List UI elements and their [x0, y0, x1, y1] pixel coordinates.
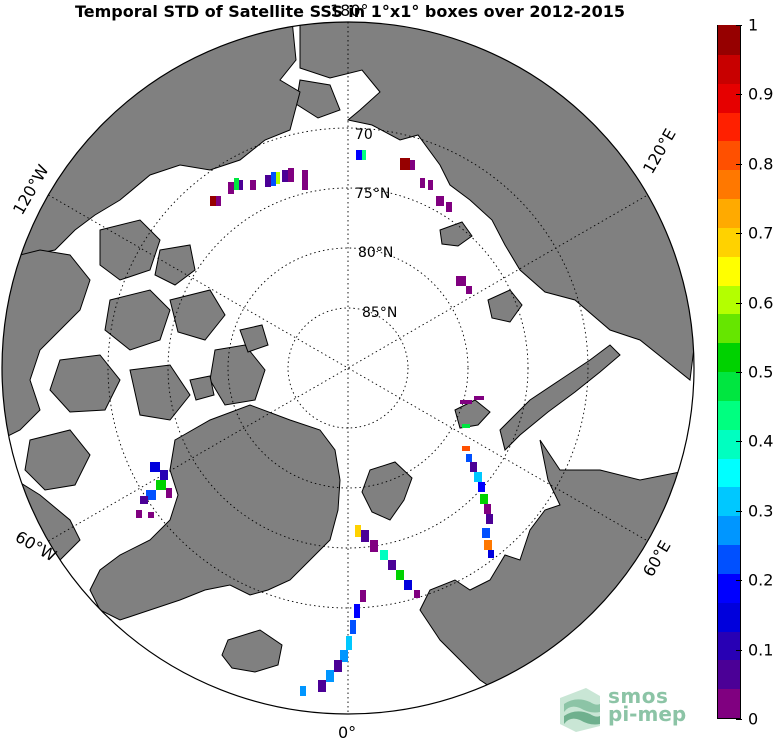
colorbar-segment — [718, 54, 740, 84]
colorbar-tick-label: 0.4 — [748, 431, 774, 451]
colorbar-segment — [718, 457, 740, 488]
colorbar-segment — [718, 400, 740, 430]
colorbar-tick-mark — [736, 510, 742, 512]
figure-title: Temporal STD of Satellite SSS in 1°x1° b… — [74, 2, 626, 21]
colorbar-segment — [718, 256, 740, 286]
colorbar-tick-mark — [736, 580, 742, 582]
colorbar-segment — [718, 659, 740, 690]
polar-map: 70 75°N 80°N 85°N 180° 120°W 120°E 60°W … — [1, 1, 695, 742]
colorbar-segment — [718, 515, 740, 545]
lat-label-75: 75°N — [355, 186, 390, 202]
colorbar-tick-mark — [736, 649, 742, 651]
colorbar-tick-mark — [736, 441, 742, 443]
colorbar — [717, 25, 741, 719]
land-island-b — [189, 375, 215, 401]
land-canada — [2, 249, 91, 441]
logo-text-pimep: pi-mep — [608, 702, 687, 726]
colorbar-segment — [718, 198, 740, 228]
graticule — [48, 22, 648, 714]
colorbar-segment — [718, 688, 740, 718]
colorbar-tick-label: 0.5 — [748, 362, 774, 382]
std-boxes — [136, 150, 494, 696]
colorbar-tick-mark — [736, 163, 742, 165]
colorbar-tick-label: 0.9 — [748, 84, 774, 104]
land-iceland — [221, 629, 283, 673]
colorbar-tick-label: 0.8 — [748, 154, 774, 174]
logo-text-smos: smos — [608, 684, 669, 708]
land-island-a — [239, 324, 269, 353]
colorbar-tick-mark — [736, 302, 742, 304]
colorbar-segment — [718, 169, 740, 199]
land-greenland — [89, 404, 341, 621]
colorbar-segment — [718, 544, 740, 574]
colorbar-segment — [718, 573, 740, 603]
colorbar-tick-label: 0 — [748, 709, 759, 729]
lat-label-70: 70 — [355, 127, 373, 143]
colorbar-tick-label: 0.1 — [748, 640, 774, 660]
lon-label-120e: 120°E — [639, 125, 680, 177]
colorbar-segment — [718, 25, 740, 55]
colorbar-tick-label: 0.2 — [748, 570, 774, 590]
map-boundary — [1, 21, 695, 715]
land-archipelago-6 — [49, 354, 121, 413]
colorbar-segment — [718, 630, 740, 661]
land-archipelago-3 — [104, 289, 171, 351]
colorbar-tick-label: 1 — [748, 15, 759, 35]
colorbar-tick-mark — [736, 233, 742, 235]
colorbar-tick-label: 0.6 — [748, 293, 774, 313]
land-novaya-zemlya — [499, 344, 621, 451]
land-archipelago-4 — [169, 289, 226, 341]
colorbar-tick-mark — [736, 719, 742, 720]
land-archipelago-1 — [99, 219, 161, 281]
lon-label-0: 0° — [338, 723, 356, 742]
colorbar-segment — [718, 429, 740, 459]
logo-mark-icon — [560, 688, 600, 732]
colorbar-segment — [718, 284, 740, 315]
land-archipelago-2 — [154, 244, 196, 286]
land-nsi — [439, 221, 473, 247]
land-archipelago-7 — [129, 364, 191, 421]
colorbar-tick-label: 0.7 — [748, 223, 774, 243]
colorbar-segment — [718, 140, 740, 171]
lat-label-85: 85°N — [362, 305, 397, 321]
smos-pimep-logo: smos pi-mep — [556, 684, 706, 736]
colorbar-segment — [718, 486, 740, 517]
colorbar-tick-mark — [736, 372, 742, 373]
land-archipelago-8 — [24, 429, 91, 491]
lon-label-180: 180° — [330, 1, 369, 20]
colorbar-tick-mark — [736, 25, 742, 26]
colorbar-tick-label: 0.3 — [748, 501, 774, 521]
lat-label-80: 80°N — [358, 245, 393, 261]
colorbar-segment — [718, 371, 740, 401]
map-disc — [2, 22, 694, 714]
colorbar-segment — [718, 342, 740, 372]
colorbar-segment — [718, 83, 740, 113]
colorbar-segment — [718, 313, 740, 344]
colorbar-segment — [718, 111, 740, 142]
colorbar-segment — [718, 227, 740, 257]
colorbar-segment — [718, 602, 740, 632]
colorbar-tick-mark — [736, 94, 742, 96]
